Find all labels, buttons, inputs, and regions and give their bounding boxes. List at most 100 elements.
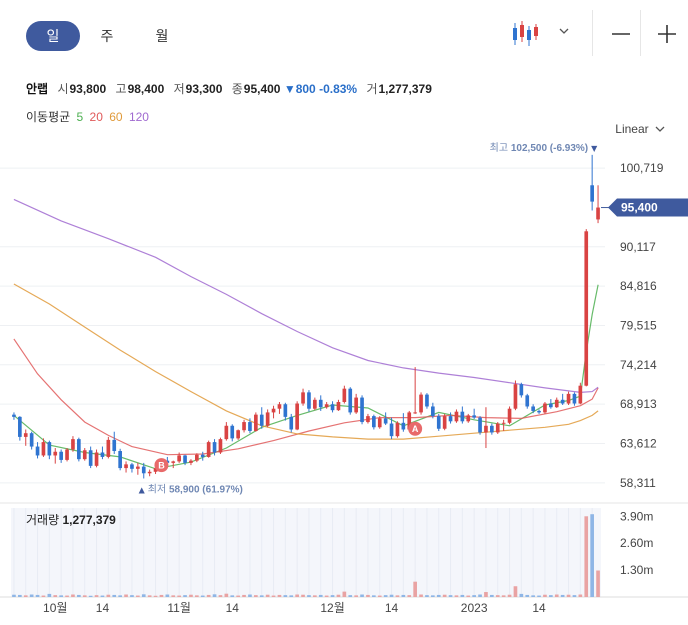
candle-body	[590, 185, 594, 202]
candle-body	[383, 418, 388, 424]
volume-bar	[466, 595, 471, 597]
volume-bar	[448, 595, 453, 597]
candle-body	[289, 416, 294, 430]
current-price-label: 95,400	[621, 201, 658, 215]
volume-bar	[413, 581, 417, 597]
volume-value: 1,277,379	[378, 82, 432, 96]
volume-bar	[177, 595, 181, 597]
max-value: 102,500 (-6.93%)	[511, 143, 588, 154]
high-value: 98,400	[127, 82, 165, 96]
candle-body	[454, 411, 459, 422]
tab-weekly[interactable]: 주	[100, 28, 114, 44]
x-tick-label: 12월	[320, 601, 344, 615]
candle-body	[130, 464, 134, 469]
price-tick-label: 68,913	[620, 397, 657, 411]
volume-bar	[354, 595, 358, 597]
zoom-out-button[interactable]	[610, 18, 632, 50]
ma-5-line	[13, 284, 599, 470]
close-value: 95,400	[243, 82, 281, 96]
ma-120-line	[13, 198, 599, 394]
volume-bar	[254, 595, 258, 597]
ma-60-label[interactable]: 60	[109, 110, 123, 124]
volume-bar	[242, 594, 246, 597]
volume-bar	[88, 595, 93, 597]
price-tick-label: 63,612	[620, 436, 657, 450]
volume-bar	[171, 595, 176, 597]
candle-body	[248, 422, 252, 431]
volume-bar	[484, 592, 488, 597]
ma-5-label[interactable]: 5	[76, 110, 84, 124]
volume-bar	[189, 594, 193, 597]
candle-body	[519, 384, 524, 396]
candle-body	[407, 412, 412, 430]
volume-bar	[277, 594, 282, 597]
annotations: 95,400 최고 102,500 (-6.93%) ▼ ▲ 최저 58,900 (61…	[139, 142, 688, 495]
open-value: 93,800	[69, 82, 107, 96]
close-label: 종	[231, 82, 243, 96]
candle-body	[88, 450, 93, 466]
candle-body	[29, 433, 34, 447]
candle-body	[472, 415, 476, 418]
volume-bar	[490, 594, 494, 597]
candle-body	[490, 425, 494, 433]
volume-bar	[18, 594, 22, 597]
volume-legend-value: 1,277,379	[62, 513, 116, 527]
volume-bar	[136, 595, 140, 597]
candle-body	[501, 422, 506, 424]
volume-bar	[372, 595, 376, 597]
volume-bar	[35, 594, 40, 597]
price-tick-label: 90,117	[620, 240, 656, 254]
tab-daily[interactable]: 일	[26, 21, 80, 51]
candle-body	[77, 439, 81, 460]
chevron-down-icon	[655, 126, 665, 132]
volume-legend: 거래량 1,277,379	[26, 511, 116, 528]
volume-bar	[59, 595, 63, 597]
candles	[12, 154, 600, 479]
moving-average-lines	[13, 198, 599, 470]
volume-bar	[395, 595, 400, 597]
candle-body	[495, 423, 500, 433]
candle-body	[307, 392, 311, 409]
ohlc-legend: 안랩 시93,800 고98,400 저93,300 종95,400 ▼800 …	[26, 80, 432, 97]
candle-body	[271, 408, 276, 413]
volume-bar	[507, 594, 512, 597]
volume-bar	[259, 595, 264, 597]
x-tick-label: 14	[385, 601, 399, 615]
signal-badge-a[interactable]	[408, 421, 423, 436]
candle-body	[354, 397, 358, 413]
volume-bar	[525, 594, 530, 597]
high-label: 고	[115, 82, 127, 96]
price-tick-label: 58,311	[620, 476, 656, 490]
candle-body	[584, 231, 589, 386]
candle-body	[212, 442, 217, 453]
candle-body	[153, 468, 158, 472]
scale-selector[interactable]: Linear	[615, 122, 665, 136]
volume-bar	[324, 595, 329, 597]
volume-bar	[195, 595, 199, 597]
chart-type-dropdown[interactable]	[556, 18, 572, 50]
open-label: 시	[57, 82, 69, 96]
tab-monthly[interactable]: 월	[155, 28, 169, 44]
chart-grid	[0, 167, 688, 598]
candle-body	[531, 406, 535, 411]
volume-bar	[531, 595, 535, 597]
signal-badge-label: B	[158, 461, 165, 471]
candle-body	[94, 452, 99, 466]
signal-badge-b[interactable]	[154, 458, 169, 473]
candle-body	[18, 416, 22, 437]
volume-tick-label: 2.60m	[620, 536, 653, 550]
candle-body	[206, 442, 211, 457]
low-label: 저	[173, 82, 185, 96]
ma-120-label[interactable]: 120	[128, 110, 149, 124]
price-tick-label: 100,719	[620, 161, 664, 175]
volume-bar	[183, 595, 187, 597]
zoom-in-button[interactable]	[656, 18, 678, 50]
candle-body	[436, 416, 441, 429]
ma-20-label[interactable]: 20	[89, 110, 103, 124]
chart-type-button[interactable]	[508, 18, 542, 50]
candle-body	[277, 404, 282, 409]
moving-average-legend: 이동평균 5 20 60 120	[26, 108, 149, 125]
candle-body	[124, 464, 128, 469]
volume-legend-label: 거래량	[26, 513, 60, 527]
